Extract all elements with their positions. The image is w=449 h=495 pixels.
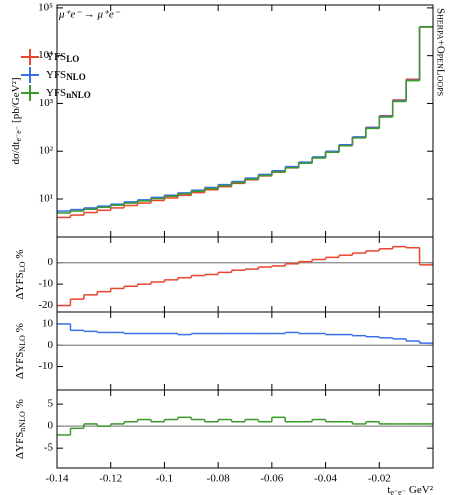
- x-axis-label-sub: e⁻e⁻: [390, 488, 406, 495]
- y-tick-label: 0: [48, 420, 54, 432]
- legend-sub: LO: [66, 54, 79, 64]
- y-axis-label-sub: NLO: [18, 335, 27, 352]
- process-label: μ⁺e⁻ → μ⁺e⁻: [58, 9, 121, 21]
- y-axis-label-sub: e⁻e⁻: [14, 126, 23, 142]
- y-axis-label: dσ/dte⁻e⁻ [pb/GeV²]: [10, 77, 23, 164]
- y-axis-label-main: ΔYFS: [14, 432, 26, 459]
- y-axis-label-suffix: [pb/GeV²]: [10, 77, 22, 122]
- x-tick-label: -0.12: [99, 473, 122, 485]
- x-tick-label: -0.06: [260, 473, 283, 485]
- y-axis-label: ΔYFSLO%: [14, 249, 27, 299]
- legend-name: YFS: [46, 69, 66, 81]
- panel-frame: [56, 4, 434, 238]
- legend-sub: NLO: [66, 72, 86, 82]
- y-axis-label-main: ΔYFS: [14, 352, 26, 379]
- y-tick-label: 10⁴: [38, 49, 53, 61]
- x-axis-label-main: t: [387, 484, 390, 495]
- y-tick-label: -10: [38, 278, 53, 290]
- legend-name: YFS: [46, 51, 66, 63]
- y-axis-label-main: dσ/dt: [10, 141, 22, 164]
- y-tick-label: -5: [44, 442, 54, 454]
- x-tick-label: -0.04: [314, 473, 337, 485]
- x-axis-label: te⁻e⁻ GeV²: [387, 484, 433, 495]
- y-tick-label: 0: [48, 339, 54, 351]
- watermark: Sherpa+OpenLoops: [434, 8, 446, 96]
- y-tick-label: 10²: [39, 145, 54, 157]
- y-axis-label-suffix: %: [14, 399, 26, 408]
- legend-entry: YFSLO: [46, 51, 79, 65]
- x-axis-label-suffix: GeV²: [409, 484, 434, 495]
- x-tick-label: -0.1: [156, 473, 173, 485]
- panel-frame: [56, 389, 434, 469]
- legend-entry: YFSnNLO: [46, 87, 91, 101]
- y-axis-label-sub: LO: [18, 261, 27, 272]
- y-axis-label: ΔYFSnNLO%: [14, 399, 27, 459]
- x-tick-label: -0.02: [368, 473, 391, 485]
- legend-sub: nNLO: [66, 90, 91, 100]
- y-axis-label-suffix: %: [14, 323, 26, 332]
- y-tick-label: -20: [38, 299, 53, 311]
- y-tick-label: 10⁵: [38, 1, 53, 13]
- x-tick-label: -0.14: [46, 473, 69, 485]
- panel-frame: [56, 236, 434, 313]
- legend-name: YFS: [46, 87, 66, 99]
- panel-frame: [56, 311, 434, 391]
- y-tick-label: 0: [48, 256, 54, 268]
- y-axis-label-main: ΔYFS: [14, 272, 26, 299]
- y-axis-label-sub: nNLO: [18, 411, 27, 432]
- y-axis-label: ΔYFSNLO%: [14, 323, 27, 379]
- x-tick-label: -0.08: [207, 473, 230, 485]
- y-tick-label: 10³: [39, 97, 54, 109]
- y-tick-label: 5: [48, 398, 54, 410]
- y-tick-label: 10¹: [39, 193, 53, 205]
- y-tick-label: -10: [38, 360, 53, 372]
- y-axis-label-suffix: %: [14, 249, 26, 258]
- y-tick-label: 10: [42, 317, 54, 329]
- legend-entry: YFSNLO: [46, 69, 86, 83]
